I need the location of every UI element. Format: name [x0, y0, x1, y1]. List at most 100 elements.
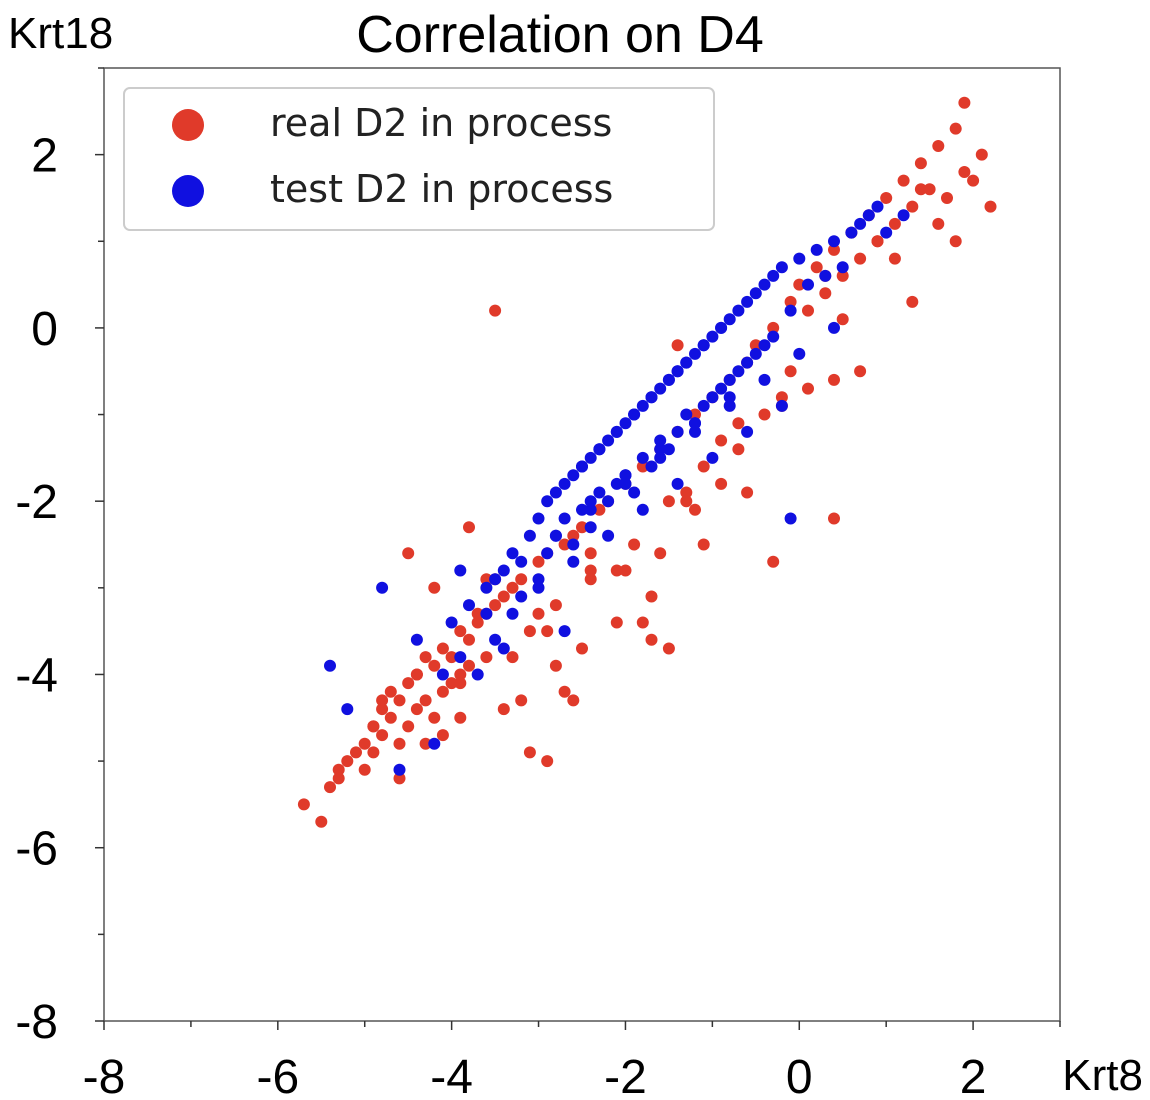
real-point — [558, 538, 571, 551]
chart-title: Correlation on D4 — [356, 6, 764, 64]
real-point — [532, 607, 545, 620]
test-point — [680, 408, 693, 421]
real-point — [923, 183, 936, 196]
y-tick-label: 2 — [31, 130, 58, 183]
real-point — [636, 460, 649, 473]
real-point — [593, 503, 606, 516]
real-point — [836, 313, 849, 326]
real-point — [932, 217, 945, 230]
real-point — [428, 711, 441, 724]
real-point — [358, 763, 371, 776]
real-point — [454, 677, 467, 690]
y-tick-label: -2 — [15, 476, 58, 529]
test-point — [802, 278, 814, 291]
real-point — [828, 512, 840, 525]
test-point — [871, 200, 884, 213]
test-point — [324, 659, 336, 672]
real-point — [549, 659, 562, 672]
real-point — [697, 538, 710, 551]
real-point — [828, 243, 840, 256]
test-point — [723, 391, 736, 404]
test-point — [567, 469, 580, 482]
real-point — [454, 625, 467, 638]
real-point — [810, 261, 823, 274]
real-point — [463, 659, 475, 672]
real-point — [541, 625, 554, 638]
test-point — [558, 477, 571, 490]
test-point — [532, 512, 545, 525]
test-point — [463, 599, 475, 612]
test-point — [454, 651, 467, 664]
real-point — [428, 581, 441, 594]
test-point — [584, 503, 597, 516]
test-point — [828, 235, 840, 248]
real-point — [932, 140, 945, 152]
real-point — [419, 694, 432, 707]
test-point — [610, 477, 623, 490]
real-point — [906, 200, 919, 213]
real-point — [410, 703, 423, 716]
y-tick-label: -6 — [15, 823, 58, 876]
real-point — [689, 503, 701, 516]
test-point — [593, 443, 606, 456]
real-point — [958, 166, 971, 178]
test-point — [662, 373, 675, 386]
real-point — [749, 339, 762, 352]
real-point — [967, 174, 980, 187]
test-point — [480, 607, 493, 620]
test-point — [602, 529, 615, 542]
test-point — [880, 226, 893, 239]
x-tick-label: -2 — [604, 1051, 647, 1100]
test-point — [445, 616, 458, 629]
test-point — [741, 295, 754, 308]
real-point — [715, 434, 728, 447]
real-point — [497, 703, 510, 716]
real-point — [506, 651, 519, 664]
legend-label-test: test D2 in process — [270, 167, 613, 211]
real-point — [489, 304, 502, 317]
test-point — [636, 451, 649, 464]
x-tick-label: -8 — [83, 1051, 126, 1100]
y-tick-label: -4 — [15, 649, 58, 702]
real-point — [463, 521, 475, 534]
real-point — [584, 547, 597, 560]
real-point — [758, 408, 771, 421]
real-point — [906, 295, 919, 308]
test-point — [541, 547, 554, 560]
real-point — [828, 373, 840, 386]
real-point — [445, 677, 458, 690]
real-point — [480, 651, 493, 664]
test-point — [793, 252, 806, 265]
test-point — [723, 313, 736, 326]
real-point — [523, 746, 536, 759]
legend: real D2 in process test D2 in process — [123, 87, 715, 231]
test-point — [602, 495, 615, 508]
real-point — [410, 668, 423, 681]
real-point — [332, 763, 345, 776]
real-point — [393, 737, 406, 750]
test-point — [506, 547, 519, 560]
real-point — [471, 607, 484, 620]
test-point — [680, 356, 693, 369]
real-point — [454, 711, 467, 724]
real-point — [671, 339, 684, 352]
real-point — [767, 321, 780, 334]
real-point — [376, 694, 389, 707]
real-point — [393, 772, 406, 785]
test-point — [584, 495, 597, 508]
real-point — [645, 590, 658, 603]
test-point — [602, 434, 615, 447]
real-point — [436, 685, 449, 698]
test-point — [480, 581, 493, 594]
real-point — [888, 217, 901, 230]
real-point — [376, 729, 389, 742]
test-point — [567, 538, 580, 551]
real-point — [654, 547, 667, 560]
real-point — [419, 737, 432, 750]
x-tick-label: -4 — [430, 1051, 473, 1100]
real-point — [610, 564, 623, 577]
real-point — [315, 815, 328, 828]
test-point — [671, 425, 684, 438]
real-point — [567, 529, 580, 542]
real-point — [419, 651, 432, 664]
